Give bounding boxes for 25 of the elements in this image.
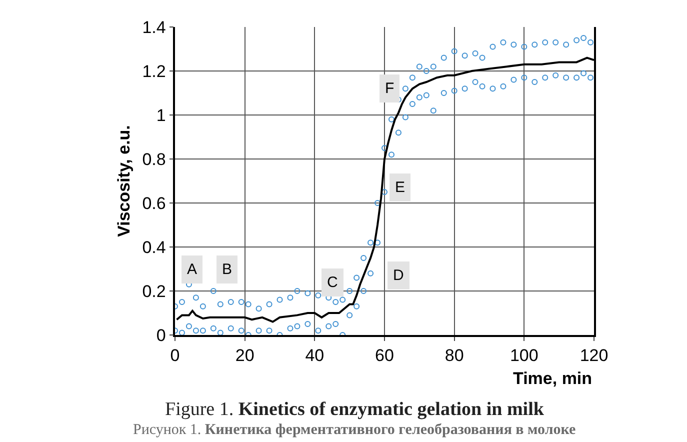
x-tick-label: 20 bbox=[235, 346, 254, 366]
y-tick-label: 1.2 bbox=[142, 62, 166, 81]
y-tick-label: 1.4 bbox=[142, 18, 166, 37]
y-tick-label: 0.4 bbox=[142, 238, 166, 257]
annotation: E bbox=[395, 179, 406, 196]
y-tick-label: 1 bbox=[156, 106, 166, 125]
x-tick-label: 120 bbox=[580, 346, 608, 366]
y-axis-title: Viscosity, e.u. bbox=[114, 125, 134, 237]
x-tick-label: 0 bbox=[170, 346, 180, 366]
x-tick-label: 60 bbox=[375, 346, 394, 366]
text: Figure 1. Kinetics of enzymatic gelation in milk bbox=[165, 399, 544, 420]
annotation: C bbox=[327, 274, 338, 291]
annotation: A bbox=[187, 261, 198, 278]
annotation: B bbox=[222, 261, 232, 278]
x-tick-label: 40 bbox=[305, 346, 324, 366]
text: Рисунок 1. Кинетика ферментативного гелеобразования в молоке bbox=[133, 422, 576, 438]
x-tick-label: 80 bbox=[444, 346, 464, 366]
y-tick-label: 0 bbox=[156, 326, 166, 345]
x-axis-title: Time, min bbox=[513, 369, 592, 388]
y-tick-label: 0.8 bbox=[142, 150, 166, 169]
annotation: D bbox=[393, 267, 404, 284]
x-tick-label: 100 bbox=[510, 346, 538, 366]
annotation: F bbox=[385, 80, 394, 97]
y-tick-label: 0.6 bbox=[142, 194, 166, 213]
y-tick-label: 0.2 bbox=[142, 282, 166, 301]
